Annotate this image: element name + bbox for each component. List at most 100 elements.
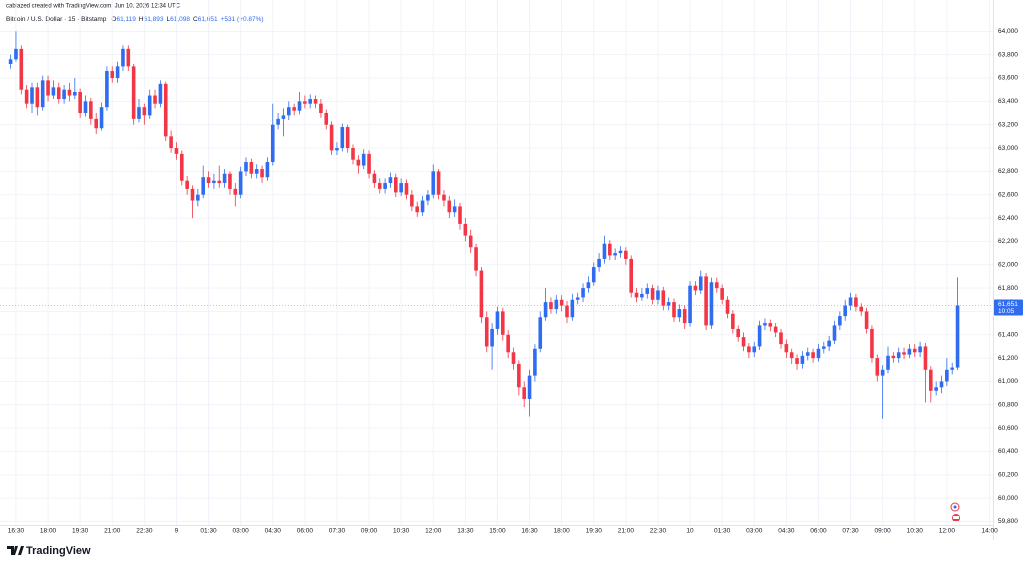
y-tick-label: 60,200 [998, 472, 1018, 479]
candle-body [62, 89, 66, 100]
candle-body [747, 346, 751, 353]
candle-body [565, 305, 569, 318]
y-tick-label: 63,800 [998, 51, 1018, 58]
candle-body [356, 159, 361, 166]
candle-body [201, 177, 205, 195]
candle-body [474, 247, 478, 271]
x-tick-label: 03:00 [746, 528, 763, 535]
candle-body [126, 48, 131, 67]
candle-body [137, 107, 141, 119]
candle-body [602, 243, 607, 259]
candle-body [169, 136, 173, 149]
candle-body [420, 200, 425, 213]
candle-body [891, 355, 896, 359]
candle-body [709, 282, 714, 326]
ohlc-key: L [166, 16, 170, 23]
x-tick-label: 18:00 [554, 528, 571, 535]
candle-body [463, 223, 468, 236]
candle-body [313, 99, 318, 104]
x-tick-label: 14:00 [982, 528, 999, 535]
candle-body [613, 253, 617, 256]
countdown-label: 10:05 [998, 308, 1015, 315]
candle-body [682, 309, 687, 324]
candle-body [549, 302, 553, 310]
candle-body [265, 162, 270, 178]
candle-body [115, 66, 120, 79]
x-tick-label: 10 [686, 528, 694, 535]
candle-body [789, 352, 794, 359]
candle-body [848, 297, 853, 306]
y-tick-label: 60,400 [998, 448, 1018, 455]
candle-body [822, 346, 826, 349]
candle-body [297, 101, 302, 111]
candle-body [67, 89, 72, 96]
candle-body [570, 299, 575, 318]
candle-body [495, 311, 500, 329]
x-tick-label: 04:30 [778, 528, 795, 535]
candle-body [832, 325, 837, 341]
candle-body [185, 180, 189, 189]
candle-body [24, 89, 29, 104]
candle-body [367, 153, 371, 174]
x-tick-label: 19:30 [72, 528, 89, 535]
ohlc-value: 61,651 [198, 16, 218, 23]
candle-body [929, 369, 933, 391]
candle-body [816, 348, 821, 359]
event-icon-flag [953, 516, 959, 519]
candle-body [870, 328, 874, 359]
candle-body [394, 177, 398, 193]
candle-body [345, 127, 350, 149]
candle-body [431, 171, 436, 195]
ohlc-key: O [111, 16, 116, 23]
candle-body [447, 200, 452, 213]
candle-body [442, 194, 446, 201]
candle-body [260, 169, 264, 178]
candle-body [950, 367, 954, 370]
candle-body [784, 344, 789, 353]
x-tick-label: 10:30 [907, 528, 924, 535]
candle-body [51, 87, 56, 96]
candle-body [805, 352, 810, 356]
candle-body [511, 352, 516, 364]
candle-body [698, 276, 703, 291]
candle-body [768, 323, 773, 327]
y-tick-label: 62,600 [998, 191, 1018, 198]
x-tick-label: 06:00 [297, 528, 314, 535]
y-tick-label: 64,000 [998, 28, 1018, 35]
candle-body [543, 302, 548, 318]
candle-body [490, 328, 494, 347]
candle-body [174, 148, 179, 154]
candle-body [270, 124, 275, 163]
candle-body [8, 59, 13, 65]
y-tick-label: 60,000 [998, 495, 1018, 502]
ohlc-value: 61,119 [116, 16, 136, 23]
candle-body [196, 194, 200, 201]
candle-body [575, 297, 580, 300]
candle-body [410, 194, 414, 207]
candle-body [324, 113, 329, 125]
candle-body [886, 355, 890, 370]
candle-body [484, 317, 489, 347]
candle-body [859, 306, 864, 312]
candle-body [35, 87, 40, 108]
candle-body [725, 299, 730, 314]
candle-body [190, 188, 195, 201]
attribution: cablazed created with TradingView.com, J… [6, 4, 181, 10]
y-tick-label: 61,000 [998, 378, 1018, 385]
last-price-label: 61,651 [998, 301, 1018, 308]
candle-body [527, 375, 532, 399]
candle-body [222, 173, 227, 184]
candle-body [533, 348, 537, 376]
candle-body [319, 103, 323, 114]
candle-body [688, 285, 692, 324]
candle-body [121, 48, 125, 67]
candle-body [896, 352, 901, 359]
candle-body [608, 243, 612, 256]
candle-body [147, 95, 152, 116]
change: +531 (+0.87%) [221, 16, 264, 23]
x-tick-label: 07:30 [842, 528, 859, 535]
candle-body [923, 346, 928, 370]
x-tick-label: 09:00 [875, 528, 892, 535]
y-tick-label: 59,800 [998, 518, 1018, 525]
